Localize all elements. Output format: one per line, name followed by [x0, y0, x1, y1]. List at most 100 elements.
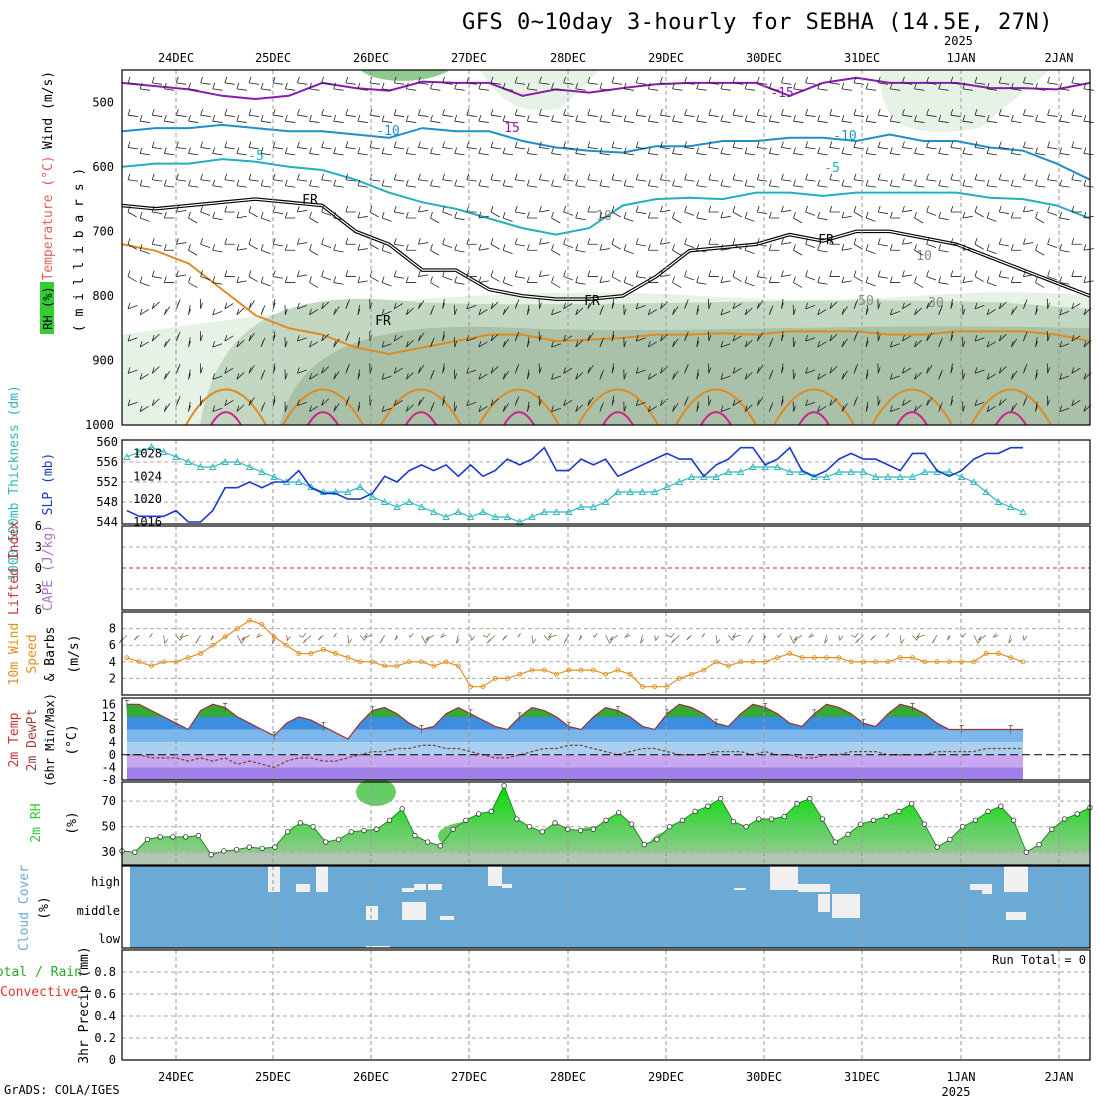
wind-barb: [1023, 205, 1034, 213]
wind-barb: [611, 205, 621, 218]
temperature-contour: [871, 388, 953, 426]
wind-barb: [926, 300, 933, 310]
thickness-point: [147, 443, 156, 450]
thickness-point: [761, 463, 769, 470]
wind-barb: [635, 399, 646, 407]
wind-barb: [708, 298, 712, 309]
wind-barb: [381, 340, 392, 348]
wind-barb: [1059, 276, 1070, 285]
thickness-point: [957, 473, 966, 480]
wind-barb: [660, 141, 671, 150]
wind-barb: [502, 338, 510, 348]
wind-barb: [850, 633, 859, 638]
pressure-tick: 800: [92, 289, 114, 303]
wind-barb: [877, 205, 889, 215]
wind-barb: [1071, 109, 1082, 117]
wind-barb: [647, 147, 659, 156]
wind-barb: [781, 395, 784, 406]
wind-barb: [551, 276, 561, 288]
thickness-point: [380, 498, 389, 505]
thickness-point: [626, 488, 634, 495]
thickness-point: [356, 483, 364, 490]
wind-barb: [442, 270, 453, 281]
ylabel-cloud: Cloud Cover: [17, 865, 32, 951]
wind-speed-point: [406, 659, 412, 665]
wind-barb: [255, 633, 263, 639]
ylabel-wind-barbs: & Barbs: [43, 627, 58, 682]
wind-barb: [405, 244, 417, 251]
wind-barb: [853, 396, 859, 406]
wind-barb: [684, 173, 695, 182]
wind-barb: [696, 337, 700, 348]
wind-barb: [309, 308, 319, 316]
wind-barb: [1010, 403, 1018, 412]
wind-barb: [841, 338, 848, 348]
wind-barb: [792, 401, 796, 412]
temperature-contour: [282, 388, 364, 426]
date-label-top: 24DEC: [158, 51, 194, 65]
wind-barb: [684, 299, 689, 309]
wind-speed-point: [676, 675, 682, 681]
contour-label: -10: [833, 129, 856, 144]
wind-barb: [914, 339, 922, 348]
cloud-clear-cell: [818, 894, 830, 912]
thickness-point: [135, 448, 143, 455]
wind-barb: [381, 405, 392, 413]
rh-point: [1049, 826, 1055, 832]
rh-base: [122, 852, 1090, 865]
contour-label: 10: [916, 249, 932, 264]
thickness-point: [724, 468, 733, 475]
wind-barb: [538, 331, 542, 342]
wind-barb: [163, 635, 169, 645]
run-total-label: Run Total = 0: [992, 953, 1086, 967]
wind-barb: [684, 141, 695, 150]
wind-barb: [210, 635, 215, 641]
temperature-contour: [602, 411, 634, 426]
temperature-contour: [798, 411, 830, 426]
wind-barb: [708, 331, 712, 342]
wind-speed-point: [210, 642, 216, 648]
wind-barb: [454, 211, 465, 221]
wind-barb: [756, 364, 764, 374]
wind-barb: [175, 634, 184, 641]
wind-barb: [841, 82, 852, 91]
wind-speed-point: [615, 667, 621, 673]
thickness-point: [822, 473, 831, 480]
wind-barb: [333, 244, 344, 253]
wind-barb: [768, 82, 780, 91]
pressure-tick: 600: [92, 160, 114, 174]
wind-speed-point: [136, 659, 142, 665]
ylabel-slp: SLP (mb): [41, 453, 56, 516]
wind-barb: [379, 635, 386, 644]
rh-point: [514, 816, 520, 822]
wind-barb: [345, 76, 356, 85]
wind-barb: [926, 205, 937, 216]
wind-barb: [405, 372, 414, 380]
ylabel-cloud-unit: (%): [37, 896, 52, 919]
wind-barb: [1035, 179, 1046, 188]
wind-barb: [212, 115, 223, 123]
temperature-contour: [503, 411, 535, 426]
wind-speed-point: [541, 667, 547, 673]
wind-barb: [744, 339, 753, 348]
wind-barb: [200, 173, 211, 182]
wind-barb: [647, 244, 659, 251]
rh-point: [985, 808, 991, 815]
wind-barb: [224, 141, 235, 150]
wind-speed-point: [296, 651, 302, 656]
wind-barb: [563, 109, 574, 117]
wind-barb: [950, 238, 961, 245]
wind-barb: [272, 76, 284, 85]
wind-barb: [805, 173, 816, 182]
wind-barb: [151, 398, 160, 406]
temp-band: [126, 729, 1023, 743]
contour-label: -15: [770, 86, 793, 101]
temp-minmax-bar: [517, 712, 522, 721]
wind-barb: [176, 141, 187, 150]
wind-barb: [805, 399, 816, 407]
thickness-point: [982, 488, 990, 495]
cloud-clear-cell: [366, 946, 390, 948]
wind-barb: [732, 109, 743, 117]
wind-barb: [877, 395, 881, 406]
wind-barb: [899, 635, 905, 645]
